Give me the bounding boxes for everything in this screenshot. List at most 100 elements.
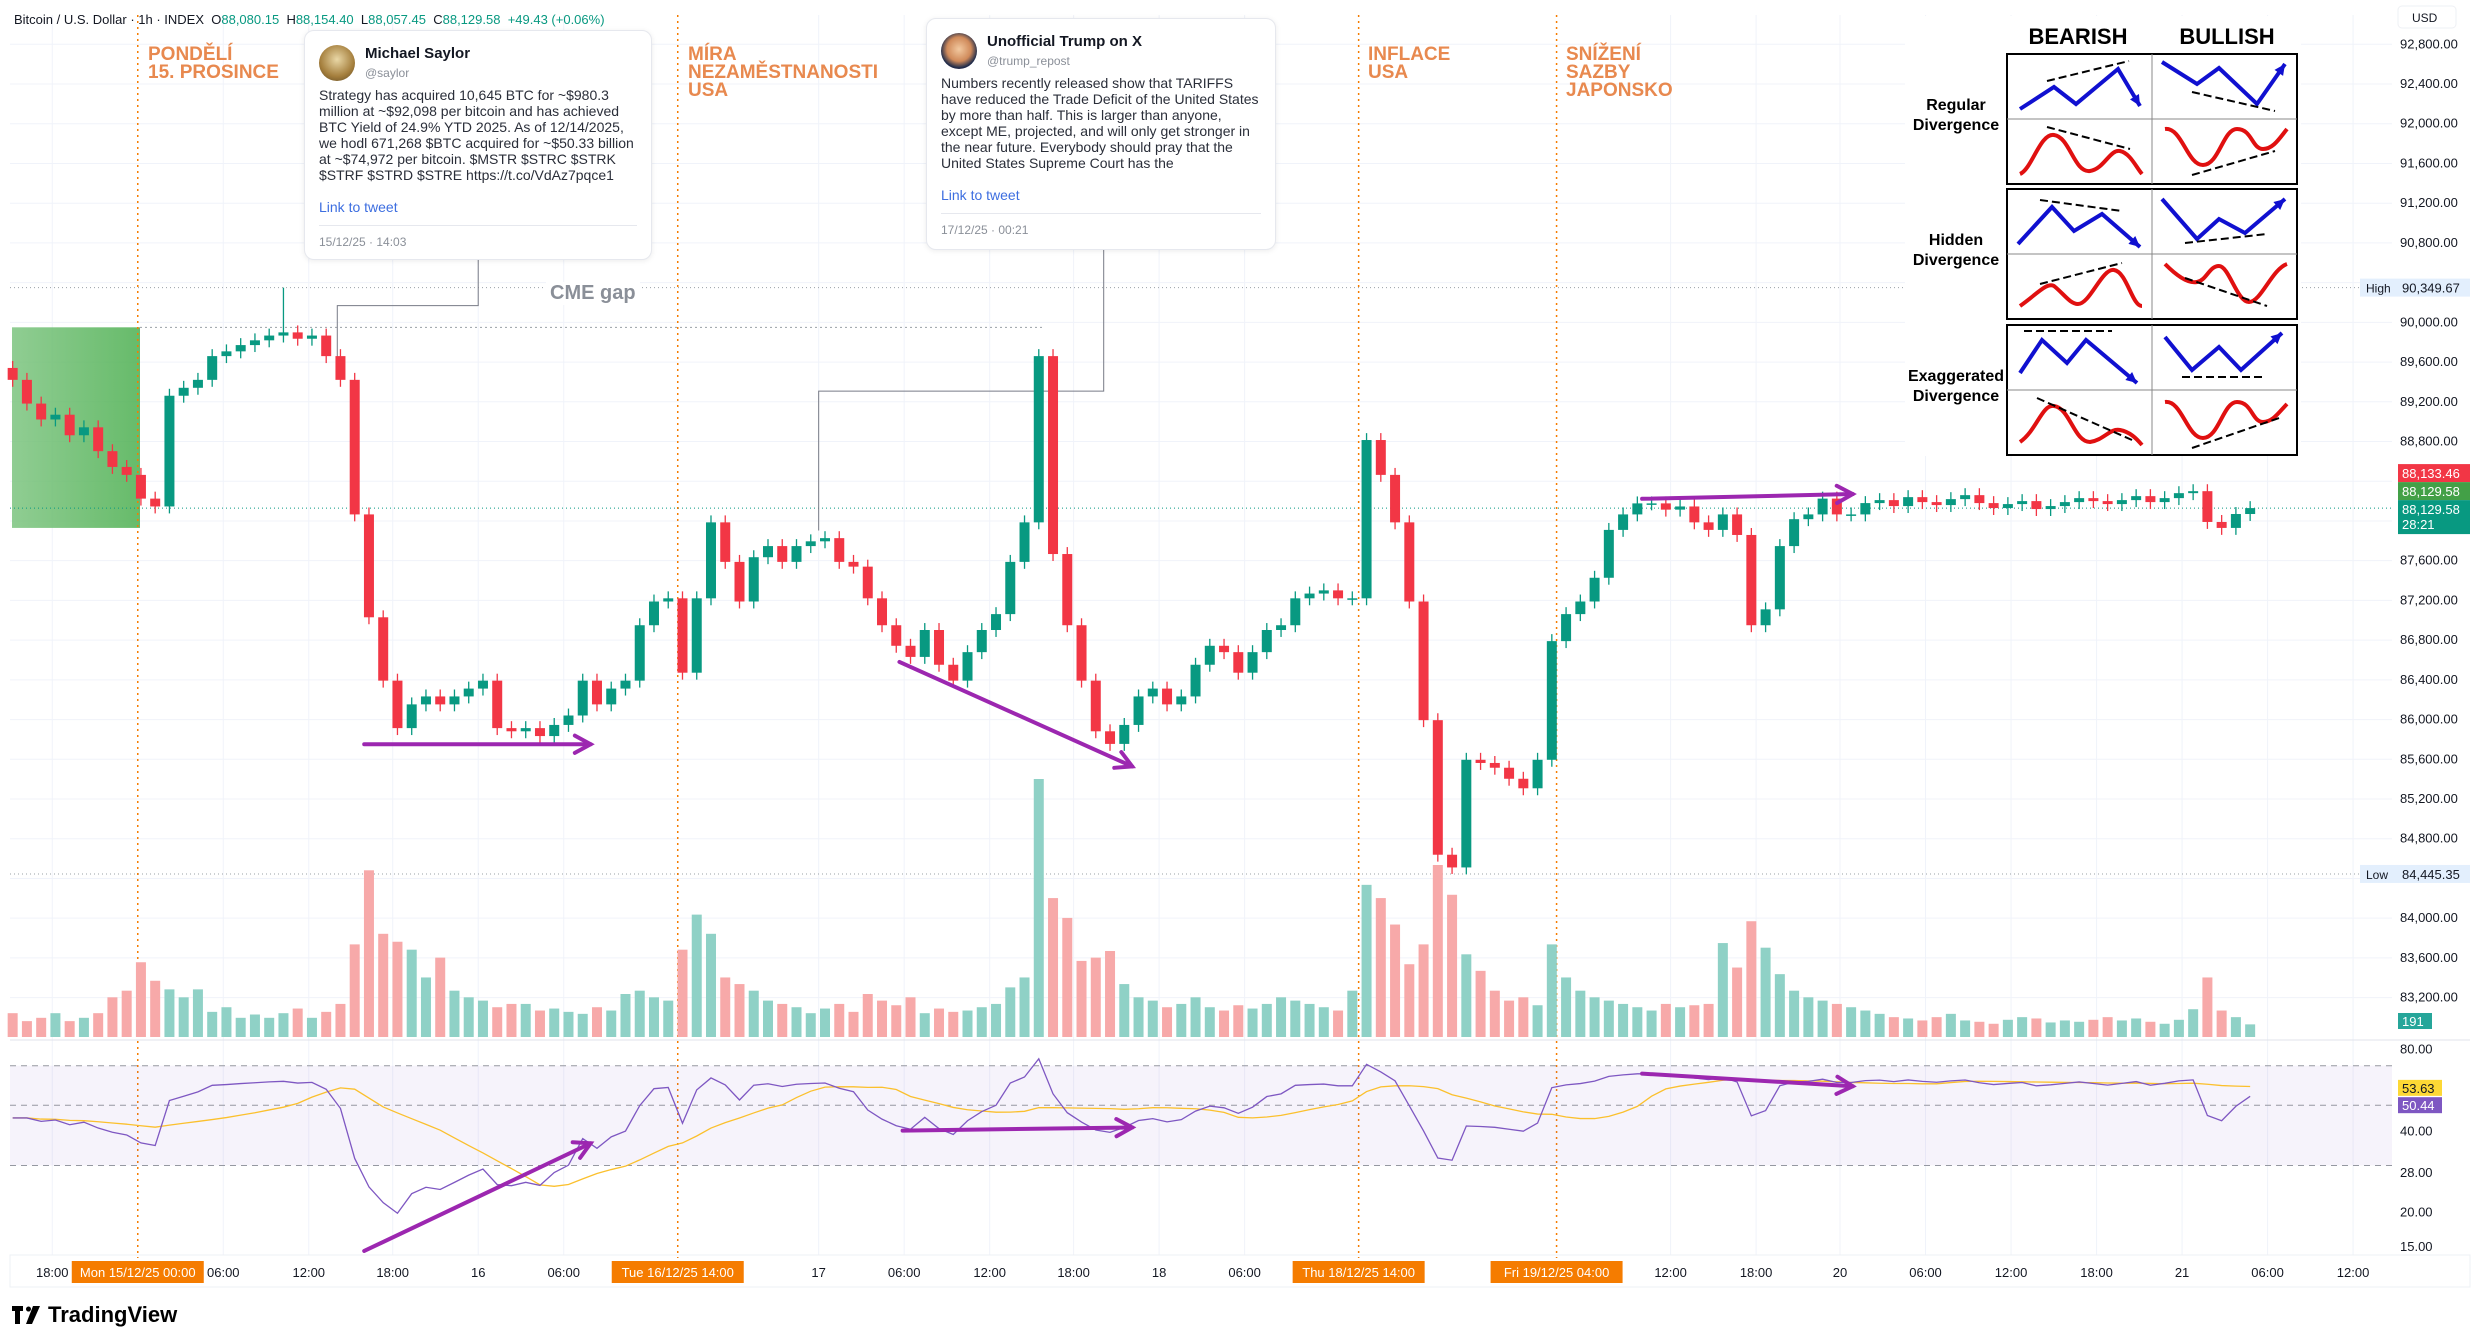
candle-body <box>1005 561 1016 615</box>
volume-bar <box>2202 977 2213 1037</box>
volume-bar <box>2131 1018 2142 1037</box>
candle-body <box>820 538 831 542</box>
volume-bar <box>1561 977 1572 1037</box>
candle-body <box>321 335 332 357</box>
divergence-arrow-line[interactable] <box>362 1141 593 1253</box>
volume-bar <box>1190 997 1201 1037</box>
price-tick-label: 88,800.00 <box>2400 434 2458 449</box>
rsi-tick-label: 80.00 <box>2400 1041 2433 1056</box>
volume-bar <box>762 1000 773 1037</box>
volume-bar <box>150 980 161 1037</box>
candle-body <box>249 340 260 346</box>
divergence-arrow-line[interactable] <box>1640 1071 1855 1089</box>
tweet-card-saylor[interactable]: Michael Saylor @saylor Strategy has acqui… <box>304 30 652 260</box>
trendline-dashed <box>2191 150 2276 176</box>
trendline-dashed <box>2191 416 2283 449</box>
candle-body <box>805 541 816 547</box>
time-tick-label: 06:00 <box>547 1265 580 1280</box>
arrow-head-icon[interactable] <box>1834 1074 1857 1096</box>
event-time-badge-bg <box>611 1261 744 1283</box>
volume-bar <box>1048 898 1059 1037</box>
volume-bar <box>378 933 389 1037</box>
rsi-pane[interactable] <box>10 1057 2392 1215</box>
candle-body <box>178 387 189 396</box>
price-tick-label: 92,400.00 <box>2400 76 2458 91</box>
arrow-head-icon[interactable] <box>1114 1117 1137 1139</box>
divergence-arrow-line[interactable] <box>897 659 1135 769</box>
tradingview-logo[interactable]: TradingView <box>12 1302 177 1328</box>
volume-bar <box>1447 894 1458 1037</box>
volume-bar <box>50 1013 61 1037</box>
high-tag-bg <box>2360 278 2470 297</box>
volume-bar <box>1390 924 1401 1037</box>
volume-bar <box>606 1010 617 1037</box>
candle-body <box>1746 534 1757 626</box>
volume-bar <box>1105 951 1116 1037</box>
volume-bar <box>278 1013 289 1037</box>
arrow-head-icon[interactable] <box>572 733 595 755</box>
divergence-cheatsheet: BEARISH BULLISH Regular Divergence Hidden Div… <box>1905 16 2301 456</box>
candles[interactable] <box>7 287 2256 875</box>
volume-bar <box>121 990 132 1037</box>
tweet-link[interactable]: Link to tweet <box>319 199 398 215</box>
arrow-head-icon[interactable] <box>570 1140 595 1160</box>
rsi-tick-label: 15.00 <box>2400 1239 2433 1254</box>
volume-bar <box>107 997 118 1037</box>
high-value: 88,154.40 <box>295 12 354 27</box>
price-zigzag-icon <box>2018 65 2142 111</box>
arrow-head-icon[interactable] <box>1112 750 1137 770</box>
volume-bar <box>2188 1009 2199 1037</box>
oscillator-wave-icon <box>2018 268 2143 308</box>
volume-bar <box>1147 1000 1158 1037</box>
volume-bar <box>2059 1020 2070 1037</box>
candle-body <box>1276 625 1287 631</box>
tweet-handle: @saylor <box>365 65 410 80</box>
volume-bar <box>1618 1003 1629 1037</box>
arrow-head-icon <box>2125 372 2137 383</box>
candle-body <box>1774 546 1785 610</box>
open-label: O <box>211 12 222 27</box>
event-label-japan-rate: SNÍŽENÍ SAZBY JAPONSKO <box>1566 44 1673 101</box>
volume-bar <box>549 1008 560 1037</box>
candle-body <box>1475 759 1486 763</box>
candle-body <box>549 724 560 737</box>
candle-body <box>1176 696 1187 705</box>
candle-body <box>2088 498 2099 502</box>
tweet-card-trump[interactable]: Unofficial Trump on X @trump_repost Numbe… <box>926 18 1276 250</box>
candle-body <box>991 614 1002 631</box>
volume-bar <box>420 977 431 1037</box>
rsi-line <box>12 1057 2251 1215</box>
volume-bar <box>164 989 175 1037</box>
candle-body <box>221 351 232 357</box>
rsi-ma-line <box>12 1078 2251 1187</box>
candle-body <box>477 680 488 689</box>
candle-body <box>1375 440 1386 475</box>
volume-bar <box>449 990 460 1037</box>
candle-body <box>1361 440 1372 599</box>
volume-bar <box>1276 997 1287 1037</box>
candle-body <box>577 680 588 716</box>
divergence-arrows[interactable] <box>362 483 1857 1253</box>
tweet-link[interactable]: Link to tweet <box>941 187 1020 203</box>
currency-label[interactable]: USD <box>2412 11 2438 25</box>
rsi-band <box>10 1065 2392 1166</box>
candle-body <box>1489 762 1500 768</box>
oscillator-wave-icon <box>2018 133 2144 176</box>
arrow-head-icon[interactable] <box>1834 483 1857 506</box>
volume-bar <box>1489 990 1500 1037</box>
candle-body <box>1504 767 1515 779</box>
volume-bar <box>1333 1010 1344 1037</box>
change-value: +49.43 (+0.06%) <box>507 12 605 27</box>
candle-body <box>392 680 403 729</box>
volume-bar <box>1817 1000 1828 1037</box>
divergence-arrow-line[interactable] <box>1640 492 1855 501</box>
tradingview-icon <box>12 1306 40 1324</box>
divergence-arrow-line[interactable] <box>900 1125 1135 1133</box>
trendline-dashed <box>2184 233 2268 244</box>
candle-body <box>748 557 759 602</box>
volume-bar <box>534 1010 545 1037</box>
volume-bar <box>21 1021 32 1037</box>
volume-tag: 191 <box>2402 1014 2424 1029</box>
volume-bar <box>235 1017 246 1037</box>
